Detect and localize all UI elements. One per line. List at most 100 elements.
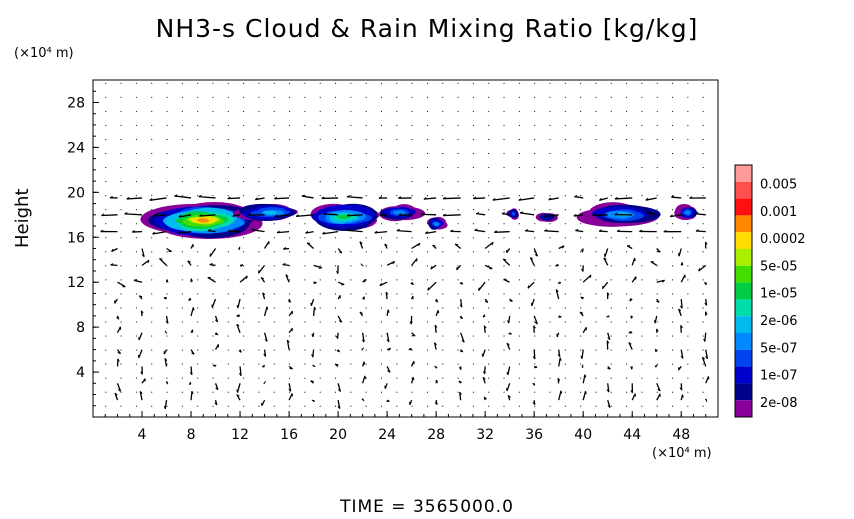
wind-vector-head <box>434 342 437 346</box>
x-unit-label: (×10⁴ m) <box>652 446 712 461</box>
grid-dot <box>365 167 367 169</box>
wind-vector-head <box>188 297 191 301</box>
grid-dot <box>304 293 306 295</box>
grid-dot <box>564 405 566 407</box>
wind-vector-head <box>139 295 143 298</box>
wind-vector <box>323 213 339 216</box>
wind-vector-head <box>482 376 486 380</box>
wind-vector-head <box>434 365 437 369</box>
grid-dot <box>120 321 122 323</box>
grid-dot <box>258 195 260 197</box>
wind-vector <box>227 197 241 200</box>
colorbar-swatch <box>735 383 752 401</box>
grid-dot <box>166 138 168 140</box>
wind-vector <box>603 257 609 266</box>
grid-dot <box>503 251 505 253</box>
grid-dot <box>595 265 597 267</box>
grid-dot <box>472 153 474 155</box>
grid-dot <box>518 237 520 239</box>
wind-vector-head <box>483 325 487 329</box>
grid-dot <box>289 279 291 281</box>
grid-dot <box>442 251 444 253</box>
grid-dot <box>227 279 229 281</box>
wind-vector <box>346 196 363 199</box>
grid-dot <box>549 265 551 267</box>
wind-vector <box>533 349 536 360</box>
grid-dot <box>335 138 337 140</box>
grid-dot <box>105 265 107 267</box>
grid-dot <box>273 110 275 112</box>
grid-dot <box>472 377 474 379</box>
grid-dot <box>289 391 291 393</box>
grid-dot <box>457 167 459 169</box>
wind-vector-head <box>251 228 255 231</box>
grid-dot <box>488 110 490 112</box>
wind-vector <box>460 332 465 343</box>
grid-dot <box>350 251 352 253</box>
grid-dot <box>212 293 214 295</box>
wind-vector-head <box>153 213 157 217</box>
grid-dot <box>626 237 628 239</box>
wind-vector-head <box>581 268 584 272</box>
cloud-contour <box>267 210 277 214</box>
colorbar-swatch <box>735 165 752 182</box>
wind-vector-head <box>434 402 438 405</box>
grid-dot <box>518 293 520 295</box>
grid-dot <box>457 321 459 323</box>
wind-vector <box>433 342 437 350</box>
grid-dot <box>227 335 229 337</box>
wind-vector <box>396 229 412 233</box>
wind-vector-head <box>603 253 606 257</box>
wind-vector <box>114 392 119 401</box>
grid-dot <box>672 335 674 337</box>
wind-vector-head <box>653 320 656 324</box>
grid-dot <box>396 110 398 112</box>
wind-vector <box>211 298 217 308</box>
colorbar-swatch <box>735 333 752 350</box>
grid-dot <box>534 363 536 365</box>
wind-vector-head <box>580 355 583 359</box>
wind-vector-head <box>236 314 240 317</box>
grid-dot <box>151 335 153 337</box>
wind-vector-head <box>238 372 242 377</box>
wind-vector-head <box>492 197 496 201</box>
time-label: TIME = 3565000.0 <box>340 497 514 517</box>
grid-dot <box>580 377 582 379</box>
grid-dot <box>289 251 291 253</box>
grid-dot <box>564 124 566 126</box>
grid-dot <box>626 335 628 337</box>
grid-dot <box>610 251 612 253</box>
grid-dot <box>534 209 536 211</box>
wind-vector <box>198 195 216 199</box>
wind-vector <box>558 349 561 357</box>
wind-vector-head <box>387 309 390 313</box>
wind-vector-head <box>630 315 632 319</box>
wind-vector <box>678 248 682 257</box>
grid-dot <box>564 391 566 393</box>
grid-dot <box>656 307 658 309</box>
wind-vector <box>650 261 658 266</box>
wind-vector-head <box>598 229 602 232</box>
grid-dot <box>135 138 137 140</box>
grid-dot <box>488 82 490 84</box>
grid-dot <box>488 124 490 126</box>
wind-vector <box>482 349 486 357</box>
wind-vector <box>656 383 661 392</box>
grid-dot <box>641 307 643 309</box>
grid-dot <box>503 391 505 393</box>
grid-dot <box>610 377 612 379</box>
grid-dot <box>273 195 275 197</box>
wind-vector-head <box>274 196 278 200</box>
wind-vector-head <box>703 282 707 286</box>
wind-vector-head <box>174 194 178 197</box>
grid-dot <box>656 181 658 183</box>
grid-dot <box>687 153 689 155</box>
colorbar-label: 2e-08 <box>760 396 798 411</box>
wind-vector-head <box>533 325 536 329</box>
grid-dot <box>335 293 337 295</box>
wind-vector <box>312 349 315 358</box>
grid-dot <box>702 321 704 323</box>
grid-dot <box>181 307 183 309</box>
grid-dot <box>212 405 214 407</box>
grid-dot <box>534 279 536 281</box>
